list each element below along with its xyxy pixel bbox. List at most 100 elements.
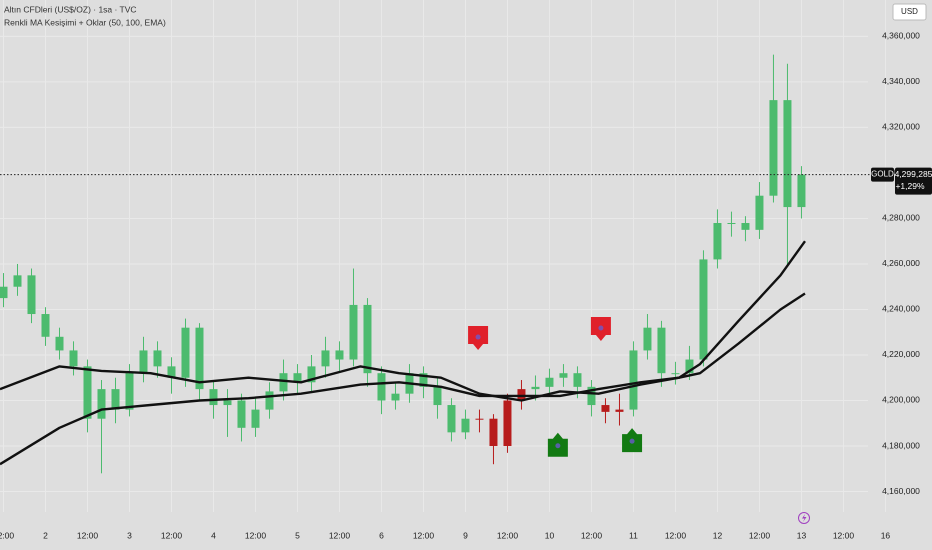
x-tick-label: 6 [379, 530, 384, 540]
candle-body [41, 314, 50, 337]
candle-body [643, 327, 652, 351]
x-tick-label: 2 [43, 530, 48, 540]
candle-body [671, 373, 680, 375]
x-tick-label: 12:00 [77, 530, 99, 540]
candle-body [83, 366, 92, 419]
x-tick-label: 12:00 [245, 530, 267, 540]
x-tick-label: 12:00 [749, 530, 771, 540]
x-tick-label: 5 [295, 530, 300, 540]
candle-body [209, 389, 218, 406]
change-label: +1,29% [895, 181, 925, 191]
candle-body [251, 409, 260, 428]
candle-body [615, 409, 624, 412]
y-tick-label: 4,180,000 [882, 440, 920, 450]
candle-body [713, 223, 722, 260]
candle-body [153, 350, 162, 367]
x-tick-label: 12:00 [413, 530, 435, 540]
candle-body [783, 100, 792, 208]
candle-body [195, 327, 204, 390]
plot [0, 54, 870, 474]
event-icon[interactable] [798, 512, 810, 524]
y-tick-label: 4,160,000 [882, 486, 920, 496]
candle-body [545, 377, 554, 387]
candle-body [69, 350, 78, 367]
x-tick-label: 12 [713, 530, 723, 540]
y-tick-label: 4,200,000 [882, 395, 920, 405]
candle-body [587, 386, 596, 406]
x-tick-label: 10 [545, 530, 555, 540]
candle-body [279, 373, 288, 392]
candle-body [377, 373, 386, 401]
candle-body [489, 418, 498, 447]
chart-title: Altın CFDleri (US$/OZ) · 1sa · TVC [4, 4, 137, 14]
candle-body [657, 327, 666, 374]
x-tick-label: 3 [127, 530, 132, 540]
x-tick-label: 9 [463, 530, 468, 540]
candle-body [391, 393, 400, 401]
candle-body [629, 350, 638, 410]
candle-body [447, 405, 456, 433]
candle-body [531, 386, 540, 390]
y-tick-label: 4,340,000 [882, 76, 920, 86]
signal-dot [598, 325, 604, 331]
y-tick-label: 4,280,000 [882, 213, 920, 223]
candle-body [503, 400, 512, 447]
moving-average [0, 292, 806, 466]
candle-body [223, 400, 232, 406]
candle-body [321, 350, 330, 367]
candle-body [181, 327, 190, 378]
candle-body [601, 405, 610, 412]
candle-body [0, 286, 8, 299]
candle-body [335, 350, 344, 360]
candle-body [349, 304, 358, 360]
y-tick-label: 4,320,000 [882, 122, 920, 132]
y-tick-label: 4,240,000 [882, 304, 920, 314]
candle-body [433, 386, 442, 406]
candle-body [237, 400, 246, 428]
candle-body [573, 373, 582, 387]
candle-body [139, 350, 148, 374]
x-tick-label: 12:00 [833, 530, 855, 540]
x-tick-label: 11 [629, 530, 638, 540]
y-tick-label: 4,260,000 [882, 258, 920, 268]
candle-body [727, 223, 736, 225]
symbol-label: GOLD [871, 170, 894, 179]
candle-body [461, 418, 470, 433]
x-tick-label: 12:00 [665, 530, 687, 540]
candle-body [125, 373, 134, 410]
signal-dot [555, 443, 561, 449]
candle-body [307, 366, 316, 383]
x-tick-label: 12:00 [0, 530, 14, 540]
candle-body [755, 195, 764, 230]
candle-body [363, 304, 372, 374]
event-bolt [802, 514, 807, 522]
candle-body [741, 223, 750, 230]
y-tick-label: 4,220,000 [882, 349, 920, 359]
currency[interactable]: USD [901, 7, 918, 16]
candle-body [797, 174, 806, 208]
candle-body [55, 336, 64, 351]
candle-body [167, 366, 176, 378]
x-tick-label: 16 [881, 530, 891, 540]
candle-body [699, 259, 708, 360]
currency-box[interactable] [892, 3, 927, 21]
candle-body [27, 275, 36, 315]
candle-body [265, 391, 274, 410]
candle-body [685, 359, 694, 374]
x-tick-label: 12:00 [329, 530, 351, 540]
candle-body [475, 418, 484, 420]
candle-body [419, 373, 428, 387]
x-tick-label: 13 [797, 530, 807, 540]
signal-dot [475, 334, 481, 340]
moving-average [0, 240, 806, 402]
candle-body [559, 373, 568, 378]
signal-dot [629, 438, 635, 444]
indicator-title: Renkli MA Kesişimi + Oklar (50, 100, EMA… [4, 17, 166, 27]
x-tick-label: 4 [211, 530, 216, 540]
candle-body [293, 373, 302, 383]
candle-body [111, 389, 120, 410]
last-price-label: 4,299,285 [895, 169, 932, 179]
y-tick-label: 4,360,000 [882, 31, 920, 41]
